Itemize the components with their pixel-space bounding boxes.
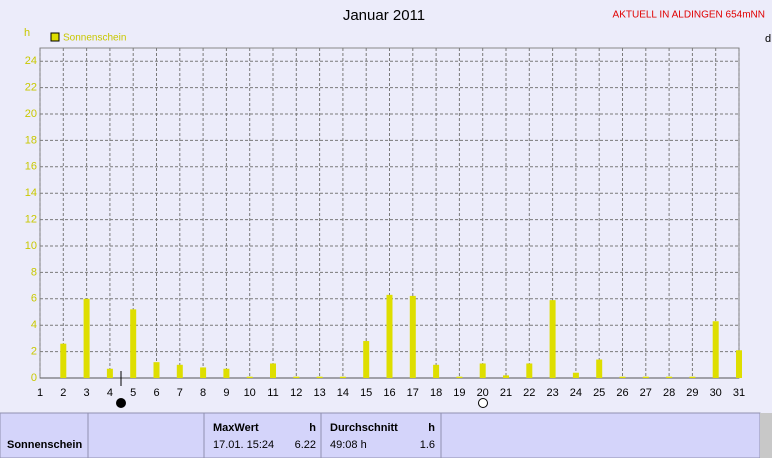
bar [316, 376, 323, 378]
y-tick-label: 18 [25, 134, 37, 146]
x-tick-label: 17 [407, 387, 419, 399]
x-tick-label: 6 [153, 387, 159, 399]
column-unit: h [428, 422, 435, 434]
bar [130, 309, 137, 378]
y-tick-label: 4 [31, 319, 37, 331]
x-tick-label: 24 [570, 387, 582, 399]
x-tick-label: 10 [244, 387, 256, 399]
summary-table: Sonnenschein MaxWert h 17.01. 15:24 6.22… [0, 412, 772, 458]
x-tick-label: 31 [733, 387, 745, 399]
x-tick-label: 3 [84, 387, 90, 399]
bar [270, 363, 276, 378]
y-tick-label: 2 [31, 346, 37, 358]
bar [619, 376, 626, 378]
bar [246, 376, 253, 378]
x-tick-label: 27 [640, 387, 652, 399]
x-tick-label: 21 [500, 387, 512, 399]
moon-icon [478, 398, 488, 408]
bar [60, 343, 67, 378]
row-label: Sonnenschein [7, 439, 82, 451]
x-tick-label: 1 [37, 387, 43, 399]
column-unit: h [309, 422, 316, 434]
x-tick-label: 7 [177, 387, 183, 399]
cell: 17.01. 15:24 [213, 439, 274, 451]
x-tick-label: 29 [686, 387, 698, 399]
x-tick-label: 13 [313, 387, 325, 399]
bar [386, 294, 393, 378]
y-tick-label: 20 [25, 108, 37, 120]
bar [549, 300, 556, 378]
bar [736, 350, 742, 378]
bar [153, 362, 160, 378]
y-axis-label: h [24, 27, 30, 39]
bar [479, 363, 486, 378]
cell: 1.6 [420, 439, 435, 451]
x-tick-label: 8 [200, 387, 206, 399]
y-tick-label: 14 [25, 187, 37, 199]
y-tick-label: 8 [31, 266, 37, 278]
x-tick-label: 4 [107, 387, 113, 399]
bar [689, 376, 696, 378]
x-tick-label: 26 [616, 387, 628, 399]
x-tick-label: 30 [710, 387, 722, 399]
bar [596, 359, 603, 378]
x-tick-label: 15 [360, 387, 372, 399]
y-tick-label: 24 [25, 55, 37, 67]
bar [456, 376, 463, 378]
x-tick-label: 18 [430, 387, 442, 399]
cell: 49:08 h [330, 439, 367, 451]
y-tick-label: 22 [25, 82, 37, 94]
moon-icon [116, 398, 126, 408]
bar [339, 376, 346, 378]
bar [712, 321, 719, 378]
column-title: Durchschnitt [330, 422, 398, 434]
scrollbar [760, 413, 772, 458]
y-tick-label: 10 [25, 240, 37, 252]
bar [642, 376, 649, 378]
x-axis-label: d [765, 33, 771, 45]
bar [223, 368, 230, 378]
x-tick-label: 11 [267, 387, 278, 399]
y-tick-label: 12 [25, 214, 37, 226]
bar [293, 376, 300, 378]
annotation: AKTUELL IN ALDINGEN 654mNN [613, 10, 765, 21]
bar [526, 363, 533, 378]
x-tick-label: 23 [546, 387, 558, 399]
x-tick-label: 20 [477, 387, 489, 399]
legend-label: Sonnenschein [63, 33, 126, 44]
y-tick-label: 0 [31, 372, 37, 384]
legend-swatch [50, 32, 60, 42]
table-bg [0, 412, 761, 458]
x-tick-label: 12 [290, 387, 302, 399]
x-tick-label: 9 [223, 387, 229, 399]
bar [83, 298, 90, 378]
bar [503, 375, 509, 378]
x-tick-label: 2 [60, 387, 66, 399]
bar [106, 368, 113, 378]
x-tick-label: 25 [593, 387, 605, 399]
y-tick-label: 6 [31, 293, 37, 305]
bar [200, 367, 207, 378]
cell: 6.22 [295, 439, 316, 451]
y-tick-label: 16 [25, 161, 37, 173]
x-tick-label: 22 [523, 387, 535, 399]
bar [409, 295, 416, 378]
bar [666, 376, 673, 378]
x-tick-label: 19 [453, 387, 465, 399]
x-tick-label: 28 [663, 387, 675, 399]
chart-title: Januar 2011 [343, 7, 425, 24]
x-tick-label: 16 [383, 387, 395, 399]
x-tick-label: 5 [130, 387, 136, 399]
bar [363, 341, 370, 378]
bar [176, 364, 183, 378]
bar [572, 372, 579, 378]
column-title: MaxWert [213, 422, 259, 434]
bar [433, 364, 440, 378]
x-tick-label: 14 [337, 387, 349, 399]
